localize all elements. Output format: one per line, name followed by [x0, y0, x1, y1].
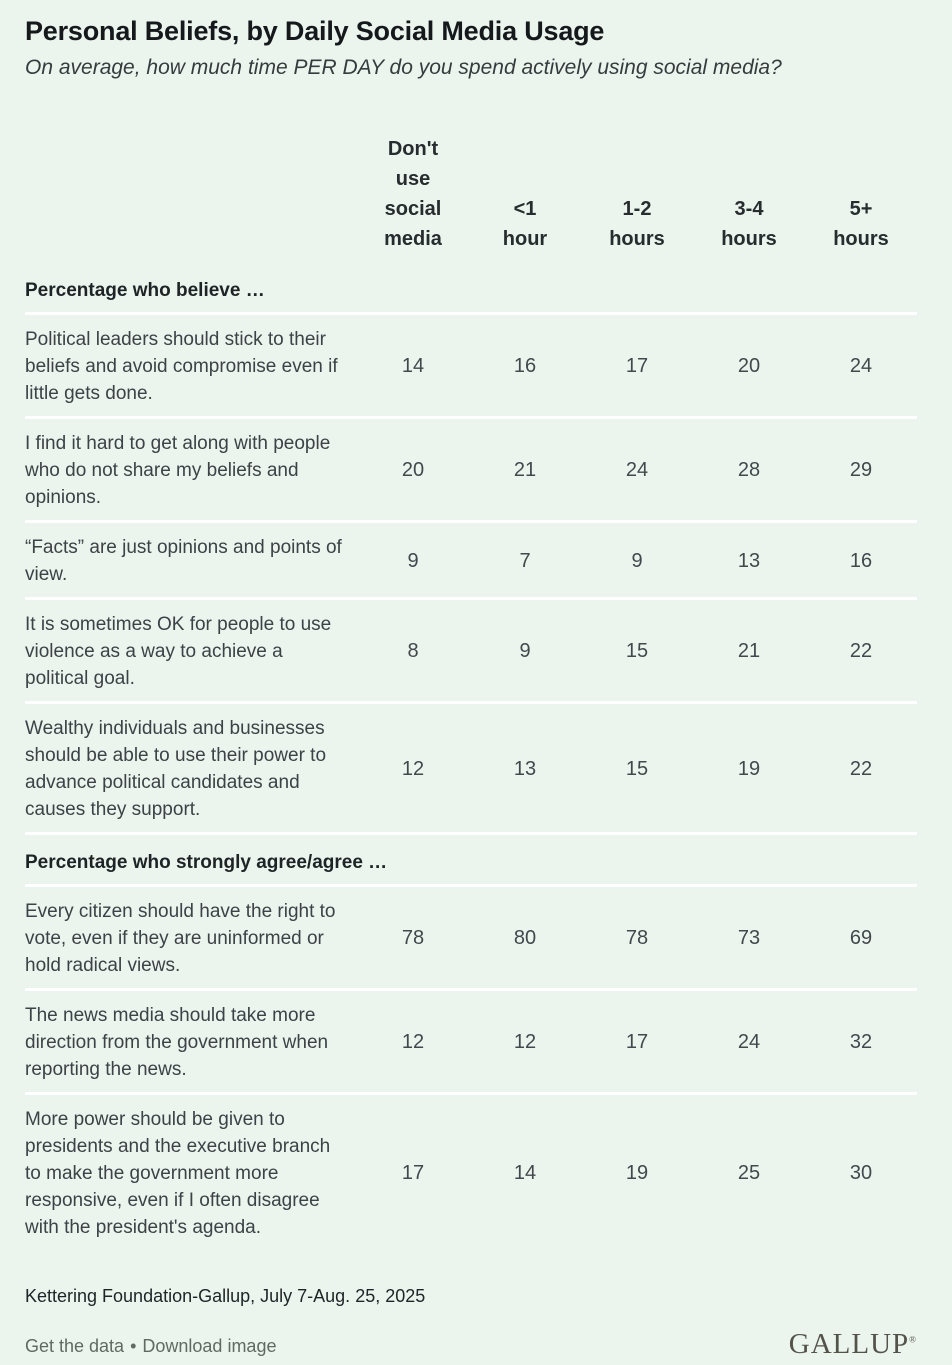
- value-cell: 29: [849, 459, 873, 481]
- table-row: More power should be given to presidents…: [25, 1095, 917, 1250]
- value-cell: 20: [737, 355, 761, 377]
- column-header: Don't use social media: [357, 134, 469, 254]
- column-header-label: 3-4 hours: [721, 198, 777, 250]
- section-header: Percentage who believe …: [25, 263, 917, 315]
- column-header: 3-4 hours: [693, 194, 805, 254]
- value-cell: 19: [625, 1162, 649, 1184]
- value-cell: 73: [737, 927, 761, 949]
- value-cell: 17: [625, 1031, 649, 1053]
- table-row: It is sometimes OK for people to use vio…: [25, 600, 917, 704]
- value-cell: 7: [519, 549, 531, 572]
- value-cell: 16: [849, 549, 873, 572]
- value-cell: 17: [401, 1162, 425, 1184]
- page-subtitle: On average, how much time PER DAY do you…: [25, 56, 782, 79]
- registered-mark: ®: [909, 1334, 916, 1345]
- value-cell: 13: [737, 549, 761, 572]
- value-cell: 9: [407, 549, 419, 572]
- value-cell: 28: [737, 459, 761, 481]
- belief-statement: It is sometimes OK for people to use vio…: [25, 614, 332, 689]
- belief-statement: Every citizen should have the right to v…: [25, 901, 336, 976]
- column-header-row: Don't use social media <1 hour 1-2 hours 3-…: [25, 134, 917, 254]
- value-cell: 69: [849, 927, 873, 949]
- value-cell: 12: [401, 1031, 425, 1053]
- value-cell: 78: [401, 927, 425, 949]
- table-row: Wealthy individuals and businesses shoul…: [25, 704, 917, 835]
- belief-statement: I find it hard to get along with people …: [25, 433, 331, 508]
- belief-statement: More power should be given to presidents…: [25, 1109, 331, 1238]
- value-cell: 19: [737, 757, 761, 780]
- value-cell: 13: [513, 757, 537, 780]
- value-cell: 24: [737, 1031, 761, 1053]
- column-header: 5+ hours: [805, 194, 917, 254]
- value-cell: 15: [625, 640, 649, 662]
- table-row: Political leaders should stick to their …: [25, 315, 917, 419]
- value-cell: 14: [513, 1162, 537, 1184]
- source-text: Kettering Foundation-Gallup, July 7-Aug.…: [25, 1286, 426, 1306]
- belief-statement: The news media should take more directio…: [25, 1005, 329, 1080]
- page-title: Personal Beliefs, by Daily Social Media …: [25, 16, 605, 46]
- table-row: “Facts” are just opinions and points of …: [25, 523, 917, 600]
- value-cell: 16: [513, 355, 537, 377]
- value-cell: 12: [513, 1031, 537, 1053]
- get-the-data-link[interactable]: Get the data: [25, 1336, 125, 1356]
- value-cell: 25: [737, 1162, 761, 1184]
- column-header: <1 hour: [469, 194, 581, 254]
- value-cell: 21: [737, 640, 761, 662]
- column-header-label: 1-2 hours: [609, 198, 665, 250]
- column-header-label: 5+ hours: [833, 198, 889, 250]
- footer-links: Get the data • Download image: [25, 1336, 276, 1357]
- page-footer: Get the data • Download image GALLUP®: [25, 1330, 916, 1365]
- value-cell: 24: [849, 355, 873, 377]
- value-cell: 32: [849, 1031, 873, 1053]
- value-cell: 9: [519, 640, 531, 662]
- table-row: The news media should take more directio…: [25, 991, 917, 1095]
- gallup-logo: GALLUP®: [789, 1330, 916, 1359]
- column-header-label: Don't use social media: [384, 138, 442, 250]
- value-cell: 20: [401, 459, 425, 481]
- column-header: 1-2 hours: [581, 194, 693, 254]
- value-cell: 8: [407, 640, 419, 662]
- value-cell: 22: [849, 757, 873, 780]
- beliefs-table: Don't use social media <1 hour 1-2 hours 3-…: [25, 134, 917, 1250]
- column-header-label: <1 hour: [502, 198, 548, 250]
- value-cell: 80: [513, 927, 537, 949]
- table-row: Every citizen should have the right to v…: [25, 887, 917, 991]
- belief-statement: Wealthy individuals and businesses shoul…: [25, 718, 327, 820]
- gallup-logo-text: GALLUP: [788, 1328, 910, 1360]
- value-cell: 24: [625, 459, 649, 481]
- belief-statement: Political leaders should stick to their …: [25, 329, 338, 404]
- download-image-link[interactable]: Download image: [142, 1336, 277, 1356]
- value-cell: 78: [625, 927, 649, 949]
- belief-statement: “Facts” are just opinions and points of …: [25, 537, 342, 585]
- table-row: I find it hard to get along with people …: [25, 419, 917, 523]
- value-cell: 12: [401, 757, 425, 780]
- value-cell: 15: [625, 757, 649, 780]
- value-cell: 17: [625, 355, 649, 377]
- value-cell: 9: [631, 549, 643, 572]
- value-cell: 14: [401, 355, 425, 377]
- value-cell: 22: [849, 640, 873, 662]
- section-header: Percentage who strongly agree/agree …: [25, 835, 917, 887]
- value-cell: 21: [513, 459, 537, 481]
- link-separator: •: [130, 1336, 137, 1356]
- value-cell: 30: [849, 1162, 873, 1184]
